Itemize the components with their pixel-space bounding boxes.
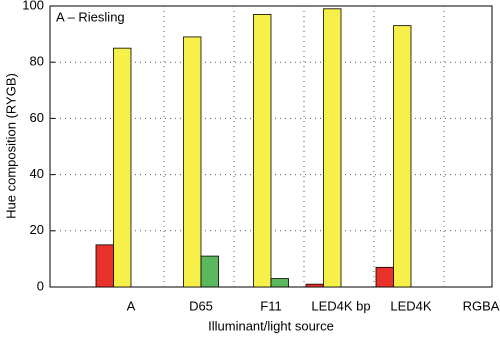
- bar: [253, 14, 272, 288]
- bar: [323, 8, 342, 288]
- bar: [95, 244, 114, 288]
- y-tick-label: 20: [30, 222, 44, 237]
- y-tick-label: 100: [22, 0, 44, 12]
- bar: [200, 255, 219, 288]
- x-axis-label: Illuminant/light source: [208, 318, 334, 333]
- x-tick-label: D65: [189, 298, 213, 313]
- x-tick-label: LED4K: [390, 298, 432, 313]
- annotation: A – Riesling: [56, 9, 125, 24]
- bar: [305, 283, 324, 288]
- bar: [270, 278, 289, 288]
- x-tick-label: A: [127, 298, 136, 313]
- y-tick-label: 40: [30, 166, 44, 181]
- x-tick-label: LED4K bp: [311, 298, 370, 313]
- x-tick-label: F11: [260, 298, 281, 313]
- bar: [393, 25, 412, 288]
- y-tick-label: 60: [30, 110, 44, 125]
- y-axis-label: Hue composition (RYGB): [3, 73, 18, 219]
- bar: [183, 36, 202, 288]
- y-tick-label: 80: [30, 54, 44, 69]
- bar: [375, 266, 394, 288]
- x-tick-label: RGBA: [463, 298, 500, 313]
- bar: [113, 47, 132, 288]
- y-tick-label: 0: [37, 278, 44, 293]
